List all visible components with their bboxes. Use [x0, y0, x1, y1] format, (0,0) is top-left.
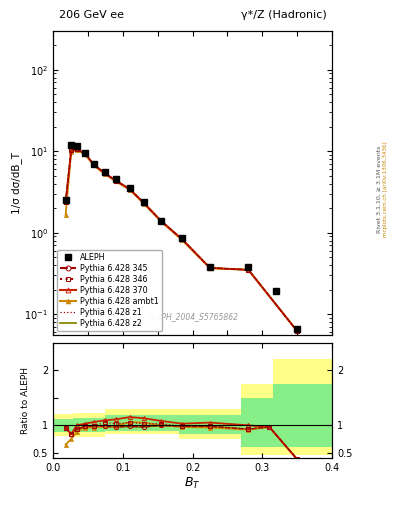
Y-axis label: 1/σ dσ/dB_T: 1/σ dσ/dB_T [11, 152, 22, 214]
X-axis label: $B_T$: $B_T$ [184, 476, 201, 491]
Text: mcplots.cern.ch [arXiv:1306.3436]: mcplots.cern.ch [arXiv:1306.3436] [384, 142, 388, 237]
Legend: ALEPH, Pythia 6.428 345, Pythia 6.428 346, Pythia 6.428 370, Pythia 6.428 ambt1,: ALEPH, Pythia 6.428 345, Pythia 6.428 34… [57, 250, 162, 331]
Text: Rivet 3.1.10, ≥ 3.1M events: Rivet 3.1.10, ≥ 3.1M events [377, 146, 382, 233]
Y-axis label: Ratio to ALEPH: Ratio to ALEPH [21, 367, 30, 434]
Text: 206 GeV ee: 206 GeV ee [59, 10, 124, 20]
Text: γ*/Z (Hadronic): γ*/Z (Hadronic) [241, 10, 327, 20]
Text: ALEPH_2004_S5765862: ALEPH_2004_S5765862 [147, 313, 238, 322]
